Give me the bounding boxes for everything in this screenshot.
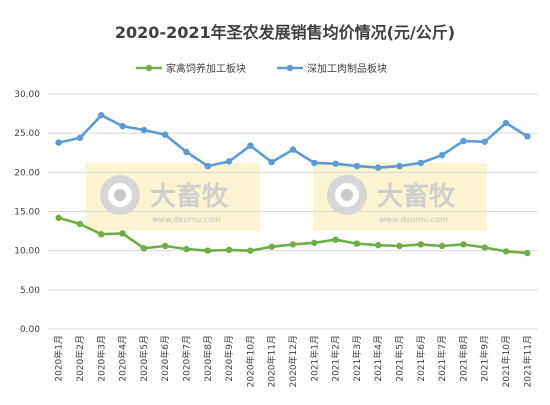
data-point (119, 230, 126, 237)
data-point (332, 160, 339, 167)
chart-title: 2020-2021年圣农发展销售均价情况(元/公斤) (115, 23, 455, 42)
x-tick-label: 2021年6月 (415, 335, 427, 382)
data-point (396, 242, 403, 250)
data-point (247, 142, 254, 149)
data-point (161, 242, 169, 250)
data-point (140, 245, 148, 252)
data-point (438, 242, 446, 250)
data-point (204, 162, 211, 170)
grid (48, 93, 538, 330)
x-axis: 2020年1月 2020年2月 2020年3月 2020年4月 2020年5月 2020年… (53, 335, 534, 387)
data-point (183, 148, 190, 156)
data-point (353, 240, 361, 247)
data-point (268, 158, 275, 166)
x-tick-label: 2021年7月 (436, 335, 448, 382)
x-tick-label: 2021年2月 (330, 335, 342, 382)
data-point (460, 241, 467, 248)
data-point (481, 138, 488, 145)
legend: 家禽饲养加工板块 深加工肉制品板块 (136, 62, 387, 75)
series-line (58, 113, 528, 169)
data-point (375, 241, 382, 249)
data-point (417, 241, 425, 248)
watermark-url: www.dxumu.com (379, 215, 448, 224)
data-point (353, 162, 361, 170)
y-tick-label: 15.00 (14, 208, 40, 218)
legend-label: 家禽饲养加工板块 (166, 62, 246, 75)
data-point (204, 247, 211, 254)
data-point (460, 137, 467, 145)
data-point (311, 159, 318, 167)
watermark-url: www.dxumu.com (152, 215, 221, 224)
y-tick-label: 30.00 (14, 90, 40, 100)
x-tick-label: 2020年8月 (202, 335, 214, 382)
legend-marker (145, 64, 153, 72)
y-tick-label: 25.00 (14, 129, 40, 139)
x-tick-label: 2020年5月 (138, 335, 150, 382)
x-tick-label: 2021年4月 (372, 335, 384, 382)
x-tick-label: 2020年12月 (287, 335, 299, 387)
y-tick-label: 0.00 (20, 325, 40, 335)
x-tick-label: 2021年1月 (308, 335, 320, 382)
data-point (183, 245, 190, 253)
data-point (76, 220, 84, 228)
x-tick-label: 2021年5月 (394, 335, 406, 382)
x-tick-label: 2021年11月 (521, 335, 533, 387)
watermark-brand: 大畜牧 (150, 181, 229, 212)
x-tick-label: 2020年6月 (159, 335, 171, 382)
x-tick-label: 2020年1月 (53, 335, 65, 382)
x-tick-label: 2020年9月 (223, 335, 235, 382)
data-point (438, 151, 446, 159)
y-tick-label: 20.00 (14, 168, 40, 178)
data-point (289, 146, 297, 153)
data-point (225, 246, 233, 254)
data-point (76, 134, 84, 142)
x-tick-label: 2020年4月 (117, 335, 129, 382)
watermark-logo: 大畜牧 www.dxumu.com (86, 163, 260, 231)
data-point (396, 162, 403, 170)
y-tick-label: 10.00 (14, 247, 40, 257)
x-tick-label: 2020年2月 (74, 335, 86, 382)
x-tick-label: 2021年10月 (500, 335, 512, 387)
y-tick-label: 5.00 (20, 286, 40, 296)
x-tick-label: 2021年3月 (351, 335, 363, 382)
data-point (55, 214, 62, 221)
data-point (247, 247, 254, 254)
data-point (502, 119, 510, 127)
data-point (98, 111, 105, 119)
x-tick-label: 2020年10月 (244, 335, 256, 387)
data-point (289, 241, 297, 248)
data-point (417, 159, 425, 167)
x-tick-label: 2021年9月 (479, 335, 491, 382)
y-axis: 0.00 5.00 10.00 15.00 20.00 25.00 30.00 (14, 90, 40, 335)
x-tick-label: 2020年3月 (95, 335, 107, 382)
series-group (55, 111, 531, 257)
x-tick-label: 2020年7月 (180, 335, 192, 382)
data-point (268, 243, 275, 250)
data-point (524, 249, 531, 257)
legend-marker (286, 64, 294, 72)
data-point (161, 131, 169, 138)
data-point (332, 236, 339, 243)
data-point (225, 158, 233, 165)
data-point (311, 239, 318, 247)
data-point (98, 231, 105, 238)
data-point (119, 122, 126, 130)
watermark-brand: 大畜牧 (377, 181, 456, 212)
data-point (481, 244, 488, 251)
watermark-logo: 大畜牧 www.dxumu.com (313, 163, 487, 231)
data-point (55, 139, 62, 146)
x-tick-label: 2020年11月 (266, 335, 278, 387)
data-point (502, 248, 510, 255)
legend-label: 深加工肉制品板块 (307, 62, 387, 75)
data-point (375, 164, 382, 171)
data-point (524, 133, 531, 140)
data-point (140, 126, 148, 134)
x-tick-label: 2021年8月 (457, 335, 469, 382)
